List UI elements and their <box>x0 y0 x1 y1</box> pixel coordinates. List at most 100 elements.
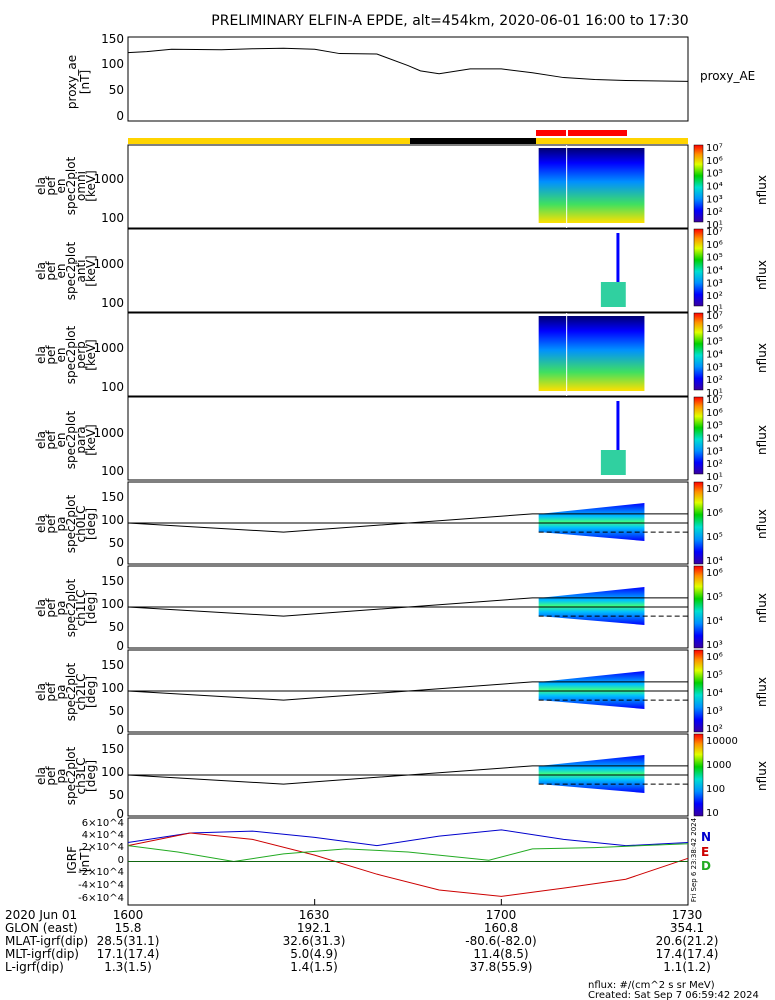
pa3-cbar-label: nflux <box>755 677 769 707</box>
colorbar-tick-label: 10⁵ <box>706 421 723 432</box>
cell-l-1700: 37.8(55.9) <box>470 960 533 974</box>
spec3-ytick-1000: 1000 <box>93 341 124 355</box>
figure-title: PRELIMINARY ELFIN-A EPDE, alt=454km, 202… <box>211 13 688 29</box>
spectrogram-fill-1 <box>538 148 645 223</box>
row-label-glon: GLON (east) <box>5 921 78 935</box>
pa3-ylabel-1: ela <box>34 683 48 701</box>
spec1-ylabel-1: ela <box>34 177 48 195</box>
pa2-ylabel-2: pef <box>44 598 58 618</box>
spectrogram-streak-4 <box>616 401 620 450</box>
colorbar-tick-label: 10⁷ <box>706 227 723 238</box>
cell-l-1600: 1.3(1.5) <box>104 960 152 974</box>
proxy-legend: proxy_AE <box>700 69 755 83</box>
cell-glon-1700: 160.8 <box>484 921 518 935</box>
pa-distribution-2 <box>538 587 645 625</box>
orbit-status-bar <box>128 130 688 144</box>
colorbar-tick-label: 10⁶ <box>706 508 723 519</box>
time-1700: 1700 <box>486 908 517 922</box>
spec3-ylabel-4: spec2plot <box>64 325 78 384</box>
colorbar-tick-label: 10³ <box>706 362 723 373</box>
shadow-bar <box>410 138 536 144</box>
spec2-ylabel-4: spec2plot <box>64 241 78 300</box>
igrf-legend-n: N <box>701 830 711 844</box>
igrf-line-e <box>127 832 689 897</box>
colorbar-tick-label: 10³ <box>706 706 723 717</box>
colorbar-tick-label: 10¹ <box>706 220 723 231</box>
row-label-l: L-igrf(dip) <box>5 960 64 974</box>
spec-panel-frame-3 <box>127 312 689 397</box>
spec3-ylabel-2: pef <box>44 345 58 365</box>
spec1-ylabel-5: omni <box>74 171 88 201</box>
sunlit-bar-1 <box>128 138 410 144</box>
pa1-ylabel-3: pa <box>54 517 68 532</box>
colorbar-pa-1 <box>693 481 704 565</box>
spec4-ylabel-2: pef <box>44 430 58 450</box>
spec2-ylabel-2: pef <box>44 261 58 281</box>
colorbar-tick-label: 10¹ <box>706 472 723 483</box>
spec3-ytick-100: 100 <box>101 380 124 394</box>
colorbar-tick-label: 10⁴ <box>706 556 723 567</box>
colorbar-tick-label: 10³ <box>706 194 723 205</box>
spec3-ylabel-1: ela <box>34 346 48 364</box>
pa1-ytick-0: 0 <box>116 555 124 569</box>
pa1-ytick-150: 150 <box>101 490 124 504</box>
pa4-ylabel-3: pa <box>54 769 68 784</box>
pa2-ytick-100: 100 <box>101 597 124 611</box>
spec3-cbar-label: nflux <box>755 343 769 373</box>
colorbar-tick-label: 10⁴ <box>706 182 723 193</box>
colorbar-tick-label: 10² <box>706 291 723 302</box>
spec2-ytick-100: 100 <box>101 296 124 310</box>
cell-glon-1600: 15.8 <box>115 921 142 935</box>
colorbar-tick-label: 10³ <box>706 640 723 651</box>
igrf-ytick-m6e4: -6×10^4 <box>78 893 124 904</box>
spec2-ylabel-1: ela <box>34 262 48 280</box>
colorbar-tick-label: 10⁴ <box>706 616 723 627</box>
pa1-ylabel-6: [deg] <box>84 508 98 540</box>
spec2-cbar-label: nflux <box>755 260 769 290</box>
pa1-ylabel-2: pef <box>44 514 58 534</box>
spec3-ylabel-3: en <box>54 348 68 363</box>
time-1630: 1630 <box>299 908 330 922</box>
spec1-ylabel-4: spec2plot <box>64 156 78 215</box>
pa3-ylabel-2: pef <box>44 682 58 702</box>
pa2-ylabel-5: ch1LC <box>74 590 88 627</box>
spec1-ylabel-6: [keV] <box>84 170 98 201</box>
footer-units: nflux: #/(cm^2 s sr MeV) <box>588 980 715 991</box>
igrf-created-vertical: Fri Sep 6 23:38:42 2024 <box>690 817 698 902</box>
pa1-ytick-100: 100 <box>101 513 124 527</box>
spec1-cbar-label: nflux <box>755 175 769 205</box>
time-1730: 1730 <box>672 908 703 922</box>
colorbar-tick-label: 10⁶ <box>706 240 723 251</box>
pa2-cbar-label: nflux <box>755 593 769 623</box>
igrf-ylabel-2: [nT] <box>78 848 92 872</box>
spec4-ylabel-6: [keV] <box>84 424 98 455</box>
lines-layer <box>127 47 689 897</box>
cell-l-1630: 1.4(1.5) <box>290 960 338 974</box>
spec1-ylabel-2: pef <box>44 176 58 196</box>
spectrogram-fill-2 <box>600 282 626 307</box>
pa4-ytick-100: 100 <box>101 765 124 779</box>
colorbar-tick-label: 1000 <box>706 760 731 771</box>
colorbar-tick-label: 10⁴ <box>706 434 723 445</box>
pa4-ytick-50: 50 <box>109 788 124 802</box>
pa4-cbar-label: nflux <box>755 761 769 791</box>
colorbar-tick-label: 10⁷ <box>706 311 723 322</box>
colorbar-spec-1 <box>693 144 704 223</box>
pa1-ytick-50: 50 <box>109 536 124 550</box>
spec-panel-frame-2 <box>127 228 689 313</box>
colorbar-tick-label: 10⁷ <box>706 484 723 495</box>
spec2-ytick-1000: 1000 <box>93 257 124 271</box>
colorbar-tick-label: 10¹ <box>706 388 723 399</box>
cell-glon-1630: 192.1 <box>297 921 331 935</box>
row-label-date: 2020 Jun 01 <box>5 908 77 922</box>
spec2-ylabel-5: anti <box>74 260 88 283</box>
colorbar-tick-label: 10⁷ <box>706 395 723 406</box>
pa3-ytick-0: 0 <box>116 723 124 737</box>
time-1600: 1600 <box>113 908 144 922</box>
pa3-ylabel-3: pa <box>54 685 68 700</box>
spec4-ylabel-4: spec2plot <box>64 410 78 469</box>
spec4-cbar-label: nflux <box>755 425 769 455</box>
colorbar-tick-label: 10⁶ <box>706 408 723 419</box>
pa4-ylabel-6: [deg] <box>84 760 98 792</box>
